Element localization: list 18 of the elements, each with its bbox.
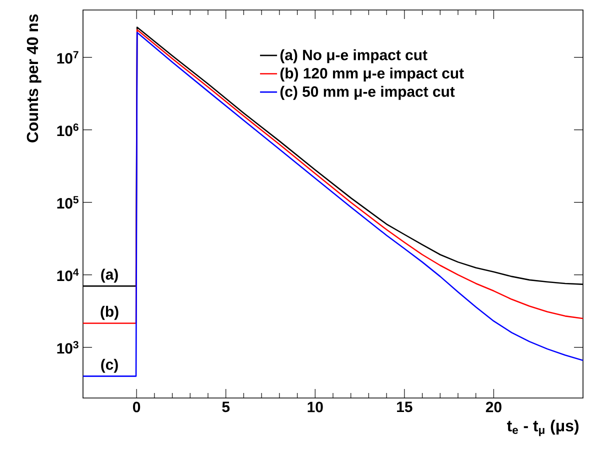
y-axis-title: Counts per 40 ns <box>26 14 42 142</box>
x-tick-label: 0 <box>133 402 140 412</box>
x-tick-label: 10 <box>308 402 323 412</box>
x-axis-title: t$_{e}$ - t$_{μ}$ (μs) <box>507 420 578 436</box>
annotation: (c) <box>101 358 118 373</box>
annotation: (a) <box>101 268 118 283</box>
y-tick-label: 10$^{6}$ <box>57 124 78 136</box>
y-tick-label: 10$^{5}$ <box>57 196 78 209</box>
x-tick-label: 5 <box>222 402 230 412</box>
x-tick-label: 20 <box>486 402 502 412</box>
y-tick-label: 10$^{7}$ <box>57 51 78 64</box>
legend-label: (c) 50 mm μ-e impact cut <box>280 86 455 100</box>
x-tick-label: 15 <box>397 402 412 412</box>
legend-label: (a) No μ-e impact cut <box>280 49 428 64</box>
y-tick-label: 10$^{4}$ <box>57 268 79 282</box>
y-tick-label: 10$^{3}$ <box>57 341 78 354</box>
annotation: (b) <box>100 306 118 320</box>
legend-label: (b) 120 mm μ-e impact cut <box>280 68 464 82</box>
